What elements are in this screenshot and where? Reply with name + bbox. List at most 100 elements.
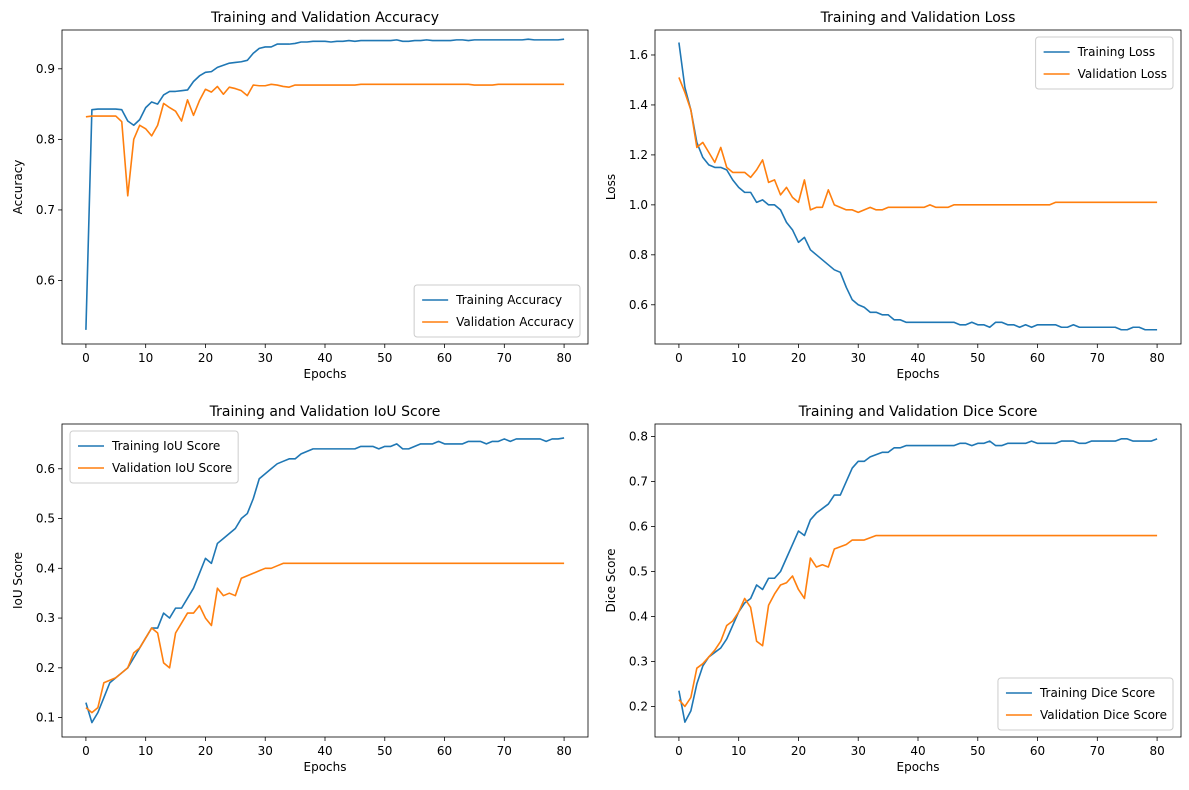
plot-frame xyxy=(654,423,1182,738)
chart-panel-1: Training and Validation Accuracy 0 10 20 30 4… xyxy=(11,10,589,381)
legend-entry: Validation Dice Score xyxy=(1040,708,1167,722)
x-axis-label: Epochs xyxy=(897,367,940,381)
series-line-validation-dice-score xyxy=(678,534,1158,708)
y-tick-label: 0.2 xyxy=(629,699,648,713)
x-tick-label: 30 xyxy=(851,351,866,365)
x-tick-label: 20 xyxy=(791,351,806,365)
series-line-validation-iou-score xyxy=(85,562,565,714)
x-tick-label: 80 xyxy=(556,351,571,365)
chart-title: Training and Validation Loss xyxy=(820,10,1016,26)
y-tick-label: 0.7 xyxy=(629,475,648,489)
plot-frame xyxy=(61,29,589,345)
x-tick-label: 80 xyxy=(1149,351,1164,365)
x-tick-label: 50 xyxy=(377,351,392,365)
legend-entry: Validation Accuracy xyxy=(456,315,574,329)
plot-frame xyxy=(61,423,589,738)
x-axis-label: Epochs xyxy=(304,367,347,381)
x-tick-label: 60 xyxy=(1030,351,1045,365)
y-tick-label: 0.6 xyxy=(629,298,648,312)
chart-title: Training and Validation IoU Score xyxy=(209,404,441,420)
x-tick-label: 10 xyxy=(138,351,153,365)
y-tick-label: 0.2 xyxy=(36,661,55,675)
series-line-training-accuracy xyxy=(85,38,565,330)
x-tick-label: 0 xyxy=(675,744,683,758)
legend-entry: Training Loss xyxy=(1077,45,1155,59)
x-tick-label: 0 xyxy=(82,744,90,758)
chart-title: Training and Validation Accuracy xyxy=(210,10,439,26)
chart-panel-2: Training and Validation Loss 0 10 20 30 40 50 6… xyxy=(604,10,1182,381)
x-tick-label: 30 xyxy=(258,351,273,365)
y-tick-label: 0.7 xyxy=(36,203,55,217)
legend-box xyxy=(413,284,581,338)
x-tick-label: 40 xyxy=(910,744,925,758)
x-tick-label: 60 xyxy=(1030,744,1045,758)
x-tick-label: 70 xyxy=(497,351,512,365)
series-line-training-loss xyxy=(678,42,1158,331)
y-tick-label: 1.4 xyxy=(629,98,648,112)
x-axis-label: Epochs xyxy=(304,760,347,774)
legend: Training IoU Score Validation IoU Score xyxy=(69,430,239,484)
y-axis-label: Dice Score xyxy=(604,549,618,613)
y-tick-label: 0.8 xyxy=(629,248,648,262)
chart-panel-3: Training and Validation IoU Score 0 10 20 30… xyxy=(11,404,589,774)
series-line-validation-loss xyxy=(678,77,1158,214)
x-tick-label: 70 xyxy=(1090,744,1105,758)
y-axis-label: Accuracy xyxy=(11,160,25,215)
x-tick-label: 20 xyxy=(791,744,806,758)
x-tick-label: 0 xyxy=(675,351,683,365)
y-tick-label: 0.5 xyxy=(629,565,648,579)
y-tick-label: 0.8 xyxy=(36,132,55,146)
series-line-training-iou-score xyxy=(85,437,565,724)
y-axis-label: Loss xyxy=(604,174,618,200)
x-tick-label: 30 xyxy=(851,744,866,758)
x-tick-label: 40 xyxy=(317,744,332,758)
x-tick-label: 10 xyxy=(138,744,153,758)
y-tick-label: 1.6 xyxy=(629,48,648,62)
y-tick-label: 1.0 xyxy=(629,198,648,212)
x-tick-label: 10 xyxy=(731,744,746,758)
y-tick-label: 0.3 xyxy=(36,611,55,625)
legend: Training Dice Score Validation Dice Score xyxy=(997,677,1174,731)
y-tick-label: 0.6 xyxy=(36,273,55,287)
y-axis-label: IoU Score xyxy=(11,552,25,609)
x-tick-label: 50 xyxy=(970,744,985,758)
legend-entry: Validation Loss xyxy=(1078,67,1167,81)
y-tick-label: 0.1 xyxy=(36,711,55,725)
y-tick-label: 0.9 xyxy=(36,62,55,76)
x-tick-label: 30 xyxy=(258,744,273,758)
x-tick-label: 0 xyxy=(82,351,90,365)
x-tick-label: 40 xyxy=(317,351,332,365)
y-tick-label: 0.4 xyxy=(629,609,648,623)
x-tick-label: 60 xyxy=(437,351,452,365)
x-tick-label: 20 xyxy=(198,744,213,758)
plot-frame xyxy=(654,29,1182,345)
y-tick-label: 0.4 xyxy=(36,561,55,575)
legend-entry: Training Dice Score xyxy=(1039,686,1155,700)
legend-box xyxy=(1035,36,1174,90)
chart-title: Training and Validation Dice Score xyxy=(798,404,1038,420)
x-tick-label: 80 xyxy=(556,744,571,758)
y-tick-label: 0.6 xyxy=(36,462,55,476)
legend: Training Loss Validation Loss xyxy=(1035,36,1174,90)
series-line-training-dice-score xyxy=(678,438,1158,723)
y-tick-label: 0.5 xyxy=(36,512,55,526)
y-tick-label: 0.3 xyxy=(629,654,648,668)
chart-panel-4: Training and Validation Dice Score 0 10 20 3… xyxy=(604,404,1182,774)
legend-box xyxy=(997,677,1174,731)
series-line-validation-accuracy xyxy=(85,83,565,197)
y-tick-label: 1.2 xyxy=(629,148,648,162)
x-tick-label: 10 xyxy=(731,351,746,365)
x-tick-label: 70 xyxy=(1090,351,1105,365)
x-axis-label: Epochs xyxy=(897,760,940,774)
legend-entry: Training IoU Score xyxy=(111,439,220,453)
y-tick-label: 0.8 xyxy=(629,430,648,444)
legend-entry: Training Accuracy xyxy=(455,293,562,307)
legend-entry: Validation IoU Score xyxy=(112,461,232,475)
x-tick-label: 60 xyxy=(437,744,452,758)
x-tick-label: 50 xyxy=(970,351,985,365)
x-tick-label: 80 xyxy=(1149,744,1164,758)
y-tick-label: 0.6 xyxy=(629,520,648,534)
legend: Training Accuracy Validation Accuracy xyxy=(413,284,581,338)
x-tick-label: 70 xyxy=(497,744,512,758)
